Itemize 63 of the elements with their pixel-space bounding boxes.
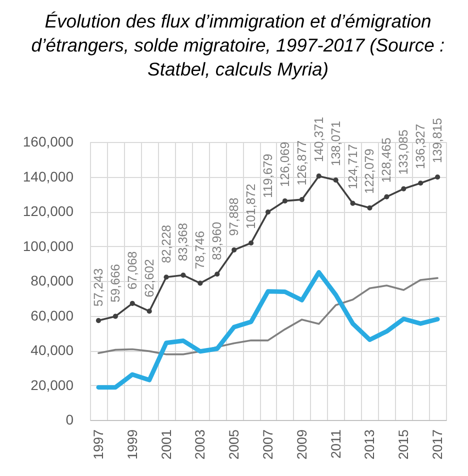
data-label: 62,602 [142,258,156,298]
data-label: 133,085 [396,130,411,175]
point [232,247,237,252]
data-label: 139,815 [430,118,445,164]
point [180,272,186,278]
y-tick-label: 100,000 [22,238,74,254]
x-tick-label: 2013 [362,430,378,460]
point [146,308,152,314]
point [434,174,440,180]
data-label: 83,368 [176,222,190,262]
y-tick-label: 140,000 [22,168,74,184]
point [130,300,135,306]
y-tick-label: 60,000 [30,307,74,324]
x-tick-label: 2003 [192,430,208,460]
y-tick-label: 160,000 [22,134,74,150]
x-tick-label: 2009 [294,430,310,460]
data-label: 140,371 [312,116,326,162]
data-label: 128,465 [380,138,394,183]
x-tick-label: 2015 [396,430,412,460]
data-label: 126,069 [278,142,292,187]
data-label: 124,717 [346,144,360,190]
point [164,274,169,280]
point [198,280,203,286]
point [265,210,271,215]
point [282,198,288,204]
x-tick-label: 1997 [90,430,106,460]
data-label: 119,679 [261,154,275,198]
data-label: 59,666 [108,264,122,302]
point [316,174,322,179]
x-tick-label: 2011 [328,430,344,459]
y-tick-label: 20,000 [30,376,74,393]
y-tick-label: 0 [66,412,74,428]
y-tick-label: 80,000 [30,272,74,288]
x-tick-label: 1999 [124,430,140,460]
point [214,272,220,277]
data-label: 126,877 [294,140,309,186]
data-label: 82,228 [159,224,174,264]
data-label: 136,327 [414,124,428,170]
x-tick-label: 2017 [430,430,446,460]
point [418,180,424,186]
chart-title: Évolution des flux d’immigration et d’émigration d’étrangers, solde migratoire, 1997-2017 (Source : Statbel, calculs Myria) [31,10,445,80]
point [401,186,406,192]
point [384,194,390,200]
y-tick-label: 40,000 [30,342,74,358]
point [248,240,254,246]
data-label: 57,243 [91,268,106,307]
point [333,178,338,183]
data-label: 122,079 [362,148,377,194]
y-tick-label: 120,000 [22,203,74,219]
point [350,200,356,206]
data-label: 83,960 [210,222,224,260]
data-label: 67,068 [125,251,140,290]
point [367,205,372,210]
data-label: 138,071 [328,120,343,166]
x-tick-label: 2005 [226,430,242,460]
point [112,314,118,319]
data-label: 97,888 [227,198,242,236]
x-tick-label: 2001 [158,430,174,460]
data-label: 78,746 [193,230,208,270]
data-label: 101,872 [244,184,258,229]
point [299,197,304,202]
x-tick-label: 2007 [260,430,276,460]
point [96,318,102,324]
